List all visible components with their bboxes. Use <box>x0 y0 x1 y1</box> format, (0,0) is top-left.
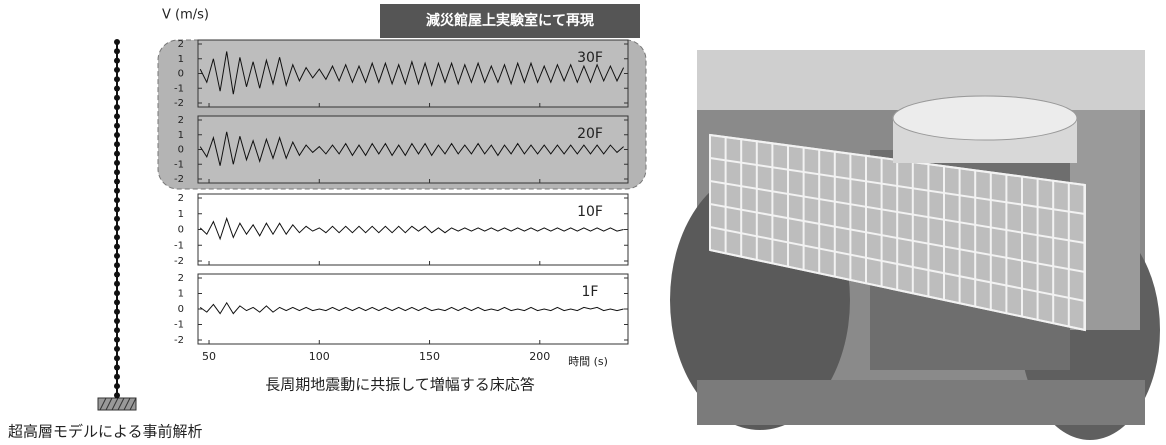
y-tick-label: -2 <box>174 98 184 109</box>
panel-label: 20F <box>577 126 603 142</box>
model-node <box>114 262 120 268</box>
y-tick-label: 1 <box>178 209 184 220</box>
y-tick-label: 2 <box>178 115 184 126</box>
model-node <box>114 123 120 129</box>
panel-label: 30F <box>577 50 603 66</box>
model-node <box>114 244 120 250</box>
model-node <box>114 95 120 101</box>
photo <box>670 50 1160 440</box>
y-tick-label: 0 <box>178 69 184 80</box>
model-node <box>114 179 120 185</box>
y-tick-label: 0 <box>178 225 184 236</box>
model-node <box>114 299 120 305</box>
model-node <box>114 290 120 296</box>
plot-frame <box>198 40 628 107</box>
model-node <box>114 234 120 240</box>
model-node <box>114 272 120 278</box>
plot-frame <box>198 116 628 183</box>
model-node <box>114 216 120 222</box>
model-node <box>114 188 120 194</box>
y-tick-label: 1 <box>178 54 184 65</box>
model-node <box>114 309 120 315</box>
model-node <box>114 197 120 203</box>
model-node <box>114 355 120 361</box>
caption: 長周期地震動に共振して増幅する床応答 <box>265 376 535 394</box>
model-node <box>114 253 120 259</box>
y-tick-label: 1 <box>178 289 184 300</box>
y-tick-label: -1 <box>174 240 184 251</box>
x-tick-label: 50 <box>202 350 216 363</box>
model-node <box>114 281 120 287</box>
highlight-label: 減災館屋上実験室にて再現 <box>426 12 594 29</box>
y-tick-label: 0 <box>178 304 184 315</box>
model-node <box>114 132 120 138</box>
y-tick-label: 0 <box>178 145 184 156</box>
y-tick-label: 2 <box>178 273 184 284</box>
y-tick-label: -1 <box>174 320 184 331</box>
model-node <box>114 346 120 352</box>
stick-model <box>98 39 136 410</box>
model-node <box>114 327 120 333</box>
y-tick-label: -1 <box>174 159 184 170</box>
model-node <box>114 48 120 54</box>
model-node <box>114 318 120 324</box>
model-node <box>114 160 120 166</box>
model-node <box>114 39 120 45</box>
model-node <box>114 141 120 147</box>
y-tick-label: 1 <box>178 130 184 141</box>
model-node <box>114 169 120 175</box>
model-caption: 超高層モデルによる事前解析 <box>8 423 203 441</box>
figure: 減災館屋上実験室にて再現 V (m/s) 時間 (s) 長周期地震動に共振して増… <box>0 0 1166 445</box>
model-node <box>114 383 120 389</box>
y-tick-label: -2 <box>174 335 184 346</box>
y-tick-label: -1 <box>174 83 184 94</box>
model-node <box>114 67 120 73</box>
y-tick-label: 2 <box>178 193 184 204</box>
model-node <box>114 151 120 157</box>
y-tick-label: -2 <box>174 174 184 185</box>
model-node <box>114 392 120 398</box>
model-node <box>114 76 120 82</box>
model-node <box>114 225 120 231</box>
panel-label: 1F <box>582 284 599 300</box>
y-axis-label: V (m/s) <box>162 8 209 23</box>
model-node <box>114 86 120 92</box>
x-axis-label: 時間 (s) <box>568 355 608 368</box>
model-node <box>114 206 120 212</box>
y-tick-label: 2 <box>178 39 184 50</box>
model-node <box>114 365 120 371</box>
y-tick-label: -2 <box>174 256 184 267</box>
model-node <box>114 58 120 64</box>
model-node <box>114 374 120 380</box>
x-tick-label: 200 <box>529 350 550 363</box>
model-node <box>114 113 120 119</box>
x-tick-label: 100 <box>309 350 330 363</box>
panel-label: 10F <box>577 204 603 220</box>
model-node <box>114 104 120 110</box>
model-node <box>114 337 120 343</box>
x-tick-label: 150 <box>419 350 440 363</box>
